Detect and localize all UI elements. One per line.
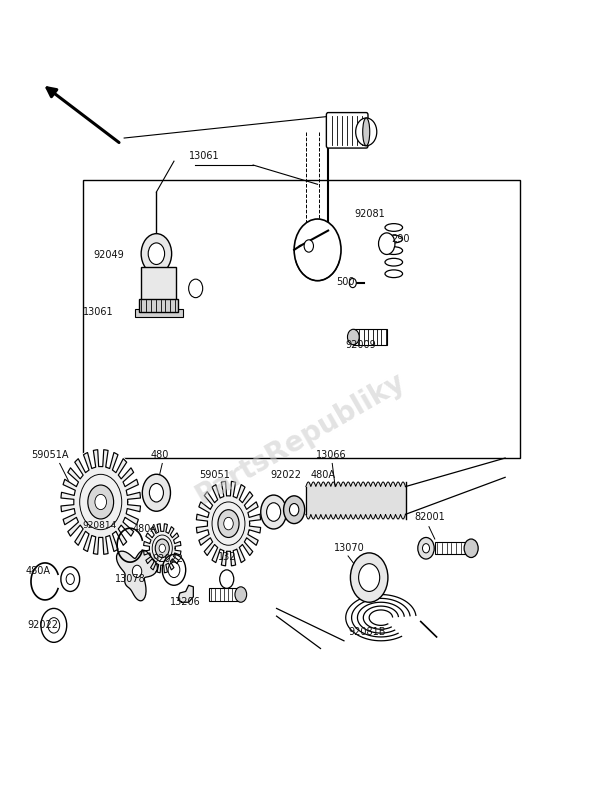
Circle shape <box>422 544 430 553</box>
Polygon shape <box>143 524 181 573</box>
Bar <box>435 542 469 554</box>
Circle shape <box>95 495 107 509</box>
Circle shape <box>350 553 388 602</box>
Text: 480A: 480A <box>133 524 158 535</box>
Circle shape <box>235 587 247 602</box>
Text: 480A: 480A <box>26 566 50 576</box>
Text: 59051A: 59051A <box>32 451 69 460</box>
Circle shape <box>224 517 233 530</box>
Bar <box>135 309 183 317</box>
Text: 92081: 92081 <box>354 209 385 219</box>
Circle shape <box>88 485 113 519</box>
Circle shape <box>418 538 434 559</box>
Bar <box>83 181 520 458</box>
Circle shape <box>464 539 478 557</box>
Circle shape <box>220 570 234 589</box>
Text: 92022: 92022 <box>271 470 302 480</box>
Circle shape <box>284 496 305 524</box>
Circle shape <box>148 243 164 265</box>
Text: 13066: 13066 <box>316 451 347 460</box>
Text: 480: 480 <box>151 450 169 459</box>
Text: 920814: 920814 <box>82 520 116 530</box>
Circle shape <box>347 329 359 345</box>
Circle shape <box>218 509 239 538</box>
Text: 92049: 92049 <box>94 250 124 260</box>
Text: 500: 500 <box>337 277 355 287</box>
Text: 13078: 13078 <box>115 574 146 584</box>
Text: 92081B: 92081B <box>348 627 386 637</box>
Polygon shape <box>196 481 260 566</box>
Circle shape <box>356 118 377 146</box>
Circle shape <box>266 502 281 521</box>
Text: 92022: 92022 <box>28 620 58 630</box>
Bar <box>140 267 176 301</box>
FancyBboxPatch shape <box>326 112 368 148</box>
Circle shape <box>294 219 341 281</box>
Circle shape <box>155 539 169 557</box>
Circle shape <box>133 565 142 578</box>
Text: 59051: 59051 <box>199 470 230 480</box>
Circle shape <box>159 544 166 553</box>
Text: 13070: 13070 <box>334 543 365 553</box>
Ellipse shape <box>363 118 370 146</box>
Circle shape <box>379 233 395 254</box>
Text: 13061: 13061 <box>83 307 114 317</box>
Circle shape <box>261 495 287 529</box>
Circle shape <box>142 522 182 575</box>
Circle shape <box>59 448 142 556</box>
Text: 480A: 480A <box>311 470 335 480</box>
Bar <box>139 299 178 312</box>
Text: 132: 132 <box>218 552 236 562</box>
Circle shape <box>359 564 380 591</box>
Bar <box>353 329 388 345</box>
Circle shape <box>188 279 203 298</box>
Text: 290: 290 <box>391 234 409 243</box>
Text: 13206: 13206 <box>170 597 200 607</box>
Circle shape <box>304 240 313 252</box>
Circle shape <box>195 480 262 568</box>
Text: PartsRepubliky: PartsRepubliky <box>190 367 410 510</box>
Circle shape <box>289 503 299 516</box>
Text: 82001: 82001 <box>414 512 445 522</box>
Circle shape <box>149 484 163 502</box>
Polygon shape <box>116 550 157 601</box>
Text: 13061: 13061 <box>188 152 219 161</box>
Polygon shape <box>178 586 193 602</box>
Circle shape <box>349 279 356 287</box>
Polygon shape <box>61 450 140 554</box>
Text: 92009: 92009 <box>346 340 376 350</box>
Circle shape <box>141 234 172 274</box>
Text: 92022: 92022 <box>152 554 184 564</box>
Bar <box>209 589 239 601</box>
Circle shape <box>142 474 170 511</box>
